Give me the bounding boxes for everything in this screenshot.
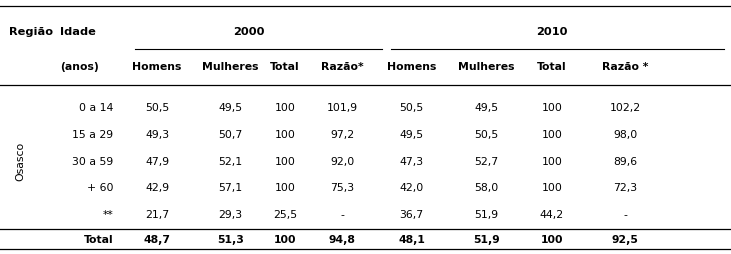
Text: Mulheres: Mulheres bbox=[202, 62, 259, 72]
Text: 100: 100 bbox=[541, 235, 563, 245]
Text: 29,3: 29,3 bbox=[218, 210, 243, 220]
Text: 2010: 2010 bbox=[536, 27, 568, 37]
Text: 100: 100 bbox=[542, 157, 562, 167]
Text: 49,5: 49,5 bbox=[399, 130, 424, 140]
Text: Homens: Homens bbox=[132, 62, 182, 72]
Text: 42,9: 42,9 bbox=[145, 183, 170, 194]
Text: 89,6: 89,6 bbox=[613, 157, 637, 167]
Text: 25,5: 25,5 bbox=[273, 210, 298, 220]
Text: 57,1: 57,1 bbox=[218, 183, 243, 194]
Text: Total: Total bbox=[270, 62, 300, 72]
Text: 102,2: 102,2 bbox=[610, 103, 640, 114]
Text: -: - bbox=[340, 210, 344, 220]
Text: 97,2: 97,2 bbox=[330, 130, 355, 140]
Text: 100: 100 bbox=[275, 183, 295, 194]
Text: 94,8: 94,8 bbox=[329, 235, 355, 245]
Text: **: ** bbox=[102, 210, 113, 220]
Text: 100: 100 bbox=[275, 103, 295, 114]
Text: 44,2: 44,2 bbox=[539, 210, 564, 220]
Text: 72,3: 72,3 bbox=[613, 183, 637, 194]
Text: Total: Total bbox=[83, 235, 113, 245]
Text: -: - bbox=[623, 210, 627, 220]
Text: 2000: 2000 bbox=[232, 27, 265, 37]
Text: + 60: + 60 bbox=[87, 183, 113, 194]
Text: Região: Região bbox=[9, 27, 53, 37]
Text: 52,1: 52,1 bbox=[218, 157, 243, 167]
Text: 100: 100 bbox=[275, 130, 295, 140]
Text: 49,3: 49,3 bbox=[145, 130, 170, 140]
Text: Razão*: Razão* bbox=[321, 62, 363, 72]
Text: 50,5: 50,5 bbox=[145, 103, 170, 114]
Text: 21,7: 21,7 bbox=[145, 210, 170, 220]
Text: 48,1: 48,1 bbox=[398, 235, 425, 245]
Text: Total: Total bbox=[537, 62, 567, 72]
Text: 50,5: 50,5 bbox=[399, 103, 424, 114]
Text: 58,0: 58,0 bbox=[474, 183, 499, 194]
Text: 15 a 29: 15 a 29 bbox=[72, 130, 113, 140]
Text: 30 a 59: 30 a 59 bbox=[72, 157, 113, 167]
Text: 48,7: 48,7 bbox=[144, 235, 170, 245]
Text: 49,5: 49,5 bbox=[218, 103, 243, 114]
Text: Homens: Homens bbox=[387, 62, 436, 72]
Text: 51,9: 51,9 bbox=[474, 210, 499, 220]
Text: 49,5: 49,5 bbox=[474, 103, 499, 114]
Text: Mulheres: Mulheres bbox=[458, 62, 515, 72]
Text: 51,9: 51,9 bbox=[473, 235, 499, 245]
Text: 92,5: 92,5 bbox=[612, 235, 638, 245]
Text: 47,3: 47,3 bbox=[399, 157, 424, 167]
Text: 0 a 14: 0 a 14 bbox=[79, 103, 113, 114]
Text: 50,7: 50,7 bbox=[218, 130, 243, 140]
Text: 42,0: 42,0 bbox=[399, 183, 424, 194]
Text: 98,0: 98,0 bbox=[613, 130, 637, 140]
Text: 92,0: 92,0 bbox=[330, 157, 355, 167]
Text: 51,3: 51,3 bbox=[217, 235, 243, 245]
Text: 50,5: 50,5 bbox=[474, 130, 499, 140]
Text: 36,7: 36,7 bbox=[399, 210, 424, 220]
Text: 47,9: 47,9 bbox=[145, 157, 170, 167]
Text: Razão *: Razão * bbox=[602, 62, 648, 72]
Text: 100: 100 bbox=[542, 130, 562, 140]
Text: (anos): (anos) bbox=[60, 62, 99, 72]
Text: 75,3: 75,3 bbox=[330, 183, 355, 194]
Text: 100: 100 bbox=[542, 183, 562, 194]
Text: 100: 100 bbox=[275, 157, 295, 167]
Text: 52,7: 52,7 bbox=[474, 157, 499, 167]
Text: 100: 100 bbox=[274, 235, 296, 245]
Text: 101,9: 101,9 bbox=[327, 103, 357, 114]
Text: Osasco: Osasco bbox=[15, 142, 26, 181]
Text: Idade: Idade bbox=[60, 27, 96, 37]
Text: 100: 100 bbox=[542, 103, 562, 114]
